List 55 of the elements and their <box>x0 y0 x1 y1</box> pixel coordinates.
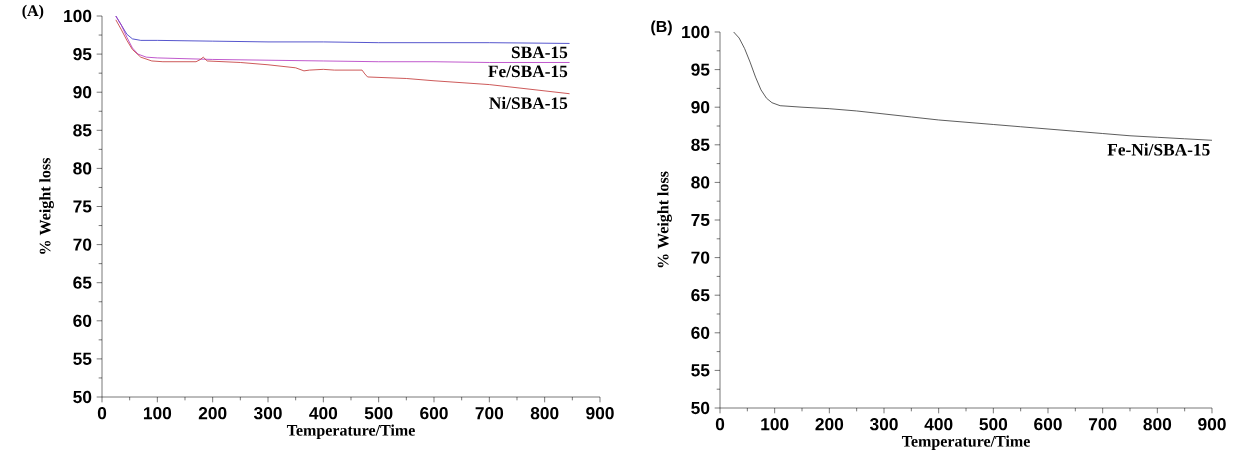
y-axis-title: % Weight loss <box>39 158 54 254</box>
y-tick-label: 70 <box>691 251 710 264</box>
x-tick-label: 400 <box>924 418 953 431</box>
y-tick-label: 80 <box>73 162 92 175</box>
x-tick-label: 900 <box>586 407 614 420</box>
y-tick-label: 85 <box>691 138 710 151</box>
x-tick-label: 100 <box>143 407 172 420</box>
x-tick-label: 600 <box>1034 418 1062 431</box>
y-tick-label: 65 <box>73 276 92 289</box>
y-tick-label: 75 <box>73 200 92 213</box>
x-axis-title: Temperature/Time <box>901 435 1030 451</box>
x-tick-label: 500 <box>364 407 393 420</box>
y-tick-label: 50 <box>691 401 710 415</box>
y-tick-label: 90 <box>73 86 92 99</box>
y-tick-label: 75 <box>691 213 710 227</box>
y-axis-title: % Weight loss <box>657 171 672 268</box>
x-tick-label: 200 <box>815 418 844 431</box>
series-label: Fe/SBA-15 <box>488 65 568 78</box>
y-tick-label: 55 <box>73 352 92 365</box>
y-tick-label: 100 <box>64 9 92 23</box>
y-tick-label: 60 <box>73 314 92 327</box>
series-label: SBA-15 <box>511 46 568 59</box>
series-label: Fe-Ni/SBA-15 <box>1107 143 1210 156</box>
x-tick-label: 600 <box>420 407 448 420</box>
line-series <box>115 15 570 63</box>
x-tick-label: 0 <box>97 407 107 420</box>
x-tick-label: 500 <box>979 418 1008 431</box>
x-tick-label: 200 <box>198 407 227 420</box>
y-tick-label: 85 <box>73 124 92 137</box>
y-tick-label: 80 <box>691 176 710 189</box>
x-tick-label: 800 <box>530 407 559 420</box>
x-tick-label: 400 <box>309 407 338 420</box>
y-tick-label: 95 <box>73 47 92 61</box>
line-series <box>733 31 1213 141</box>
x-axis-title: Temperature/Time <box>286 424 415 440</box>
x-tick-label: 100 <box>761 418 789 431</box>
y-tick-label: 60 <box>691 326 710 339</box>
x-tick-label: 700 <box>475 407 504 420</box>
y-tick-label: 50 <box>73 390 92 404</box>
chart-title: (A) <box>22 4 44 20</box>
x-tick-label: 300 <box>869 418 898 431</box>
x-tick-label: 700 <box>1088 418 1117 431</box>
series-label: Ni/SBA-15 <box>489 96 568 109</box>
x-tick-label: 300 <box>253 407 282 420</box>
x-tick-label: 800 <box>1143 418 1172 431</box>
y-tick-label: 55 <box>691 364 710 377</box>
x-tick-label: 0 <box>715 418 725 431</box>
y-tick-label: 95 <box>691 63 710 76</box>
line-series <box>115 19 570 95</box>
y-tick-label: 65 <box>691 289 710 302</box>
y-tick-label: 100 <box>682 25 710 39</box>
chart-title: (B) <box>651 20 672 36</box>
y-tick-label: 70 <box>73 238 92 251</box>
x-tick-label: 900 <box>1198 418 1226 431</box>
y-tick-label: 90 <box>691 101 710 114</box>
